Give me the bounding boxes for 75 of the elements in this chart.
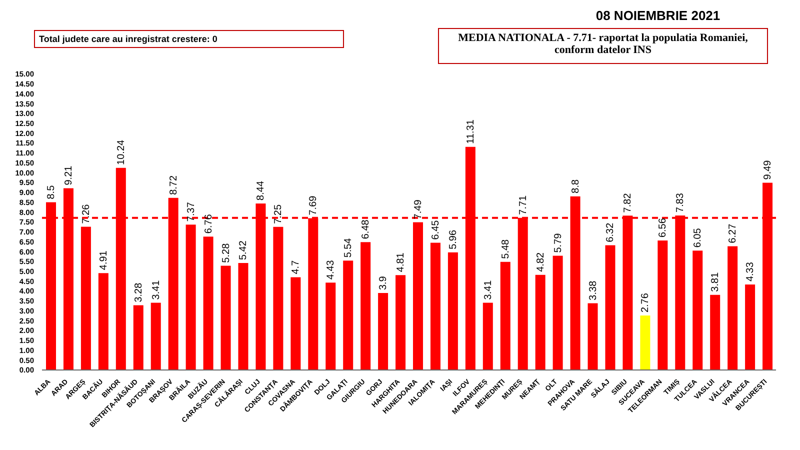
bar [658, 240, 668, 370]
data-label: 6.05 [692, 228, 704, 248]
data-label: 3.9 [378, 276, 390, 290]
data-label: 6.56 [658, 218, 669, 238]
data-label: 3.28 [133, 282, 144, 302]
bar [396, 275, 406, 370]
data-label: 5.48 [500, 238, 512, 259]
data-label: 2.76 [640, 292, 652, 313]
data-label: 5.79 [552, 232, 564, 253]
data-label: 7.25 [273, 204, 284, 224]
data-label: 3.38 [588, 280, 599, 300]
data-label: 9.21 [63, 165, 74, 186]
bar [133, 305, 144, 370]
bar [80, 226, 91, 370]
bar [535, 274, 546, 370]
bar [378, 293, 388, 370]
data-label: 11.31 [465, 119, 476, 144]
data-label: 7.71 [518, 194, 529, 215]
data-label: 3.81 [710, 272, 722, 292]
data-label: 5.42 [238, 240, 250, 260]
data-label: 4.43 [326, 260, 337, 280]
bar [500, 262, 510, 370]
data-label: 8.44 [256, 180, 267, 200]
data-label: 3.41 [482, 280, 494, 300]
bar [238, 263, 248, 370]
data-label: 10.24 [116, 139, 127, 165]
bar [605, 245, 616, 370]
data-label: 6.45 [430, 220, 442, 240]
data-label: 8.72 [168, 175, 180, 195]
data-label: 7.49 [413, 199, 424, 220]
data-label: 4.33 [745, 262, 756, 282]
data-label: 7.69 [308, 195, 320, 216]
data-label: 8.5 [46, 184, 57, 200]
bar [220, 266, 231, 370]
data-label: 4.7 [290, 260, 302, 274]
bar [448, 252, 458, 370]
bar [290, 277, 301, 370]
text: Total judete care au inregistrat crestere: 0 [34, 30, 344, 48]
bar [343, 260, 354, 370]
data-label: 4.82 [535, 252, 546, 272]
bar [98, 273, 108, 370]
data-label: 5.96 [448, 229, 459, 250]
bar [360, 242, 371, 370]
bar [203, 236, 214, 370]
bar [150, 302, 161, 370]
data-label: 9.49 [762, 160, 774, 180]
bar [482, 302, 493, 370]
bar [413, 222, 423, 370]
bar [552, 256, 563, 370]
data-label: 7.83 [675, 192, 686, 212]
data-label: 8.8 [570, 179, 582, 194]
data-label: 6.32 [605, 222, 616, 242]
data-label: 5.54 [343, 238, 354, 258]
bar [640, 316, 650, 370]
data-label: 3.41 [150, 280, 162, 300]
data-label: 7.26 [80, 204, 92, 224]
bar [186, 224, 196, 370]
bar [326, 282, 336, 370]
data-label: 4.91 [98, 250, 110, 270]
data-label: 6.76 [203, 214, 214, 234]
data-label: 6.27 [728, 223, 739, 244]
data-label: 7.82 [622, 192, 634, 213]
text: MEDIA NATIONALA - 7.71- raportat la populatia Romaniei, conform datelor INS [438, 28, 768, 64]
data-label: 4.81 [396, 252, 407, 272]
bar [692, 250, 703, 370]
chart-title: 08 NOIEMBRIE 2021 [594, 8, 722, 23]
data-label: 7.37 [186, 202, 197, 222]
bar [728, 246, 738, 370]
bar [588, 303, 598, 370]
data-label: 6.48 [360, 219, 372, 240]
data-label: 5.28 [220, 242, 232, 263]
bar [745, 284, 756, 370]
bar [273, 226, 284, 370]
bar [710, 294, 720, 370]
bar [430, 242, 440, 370]
